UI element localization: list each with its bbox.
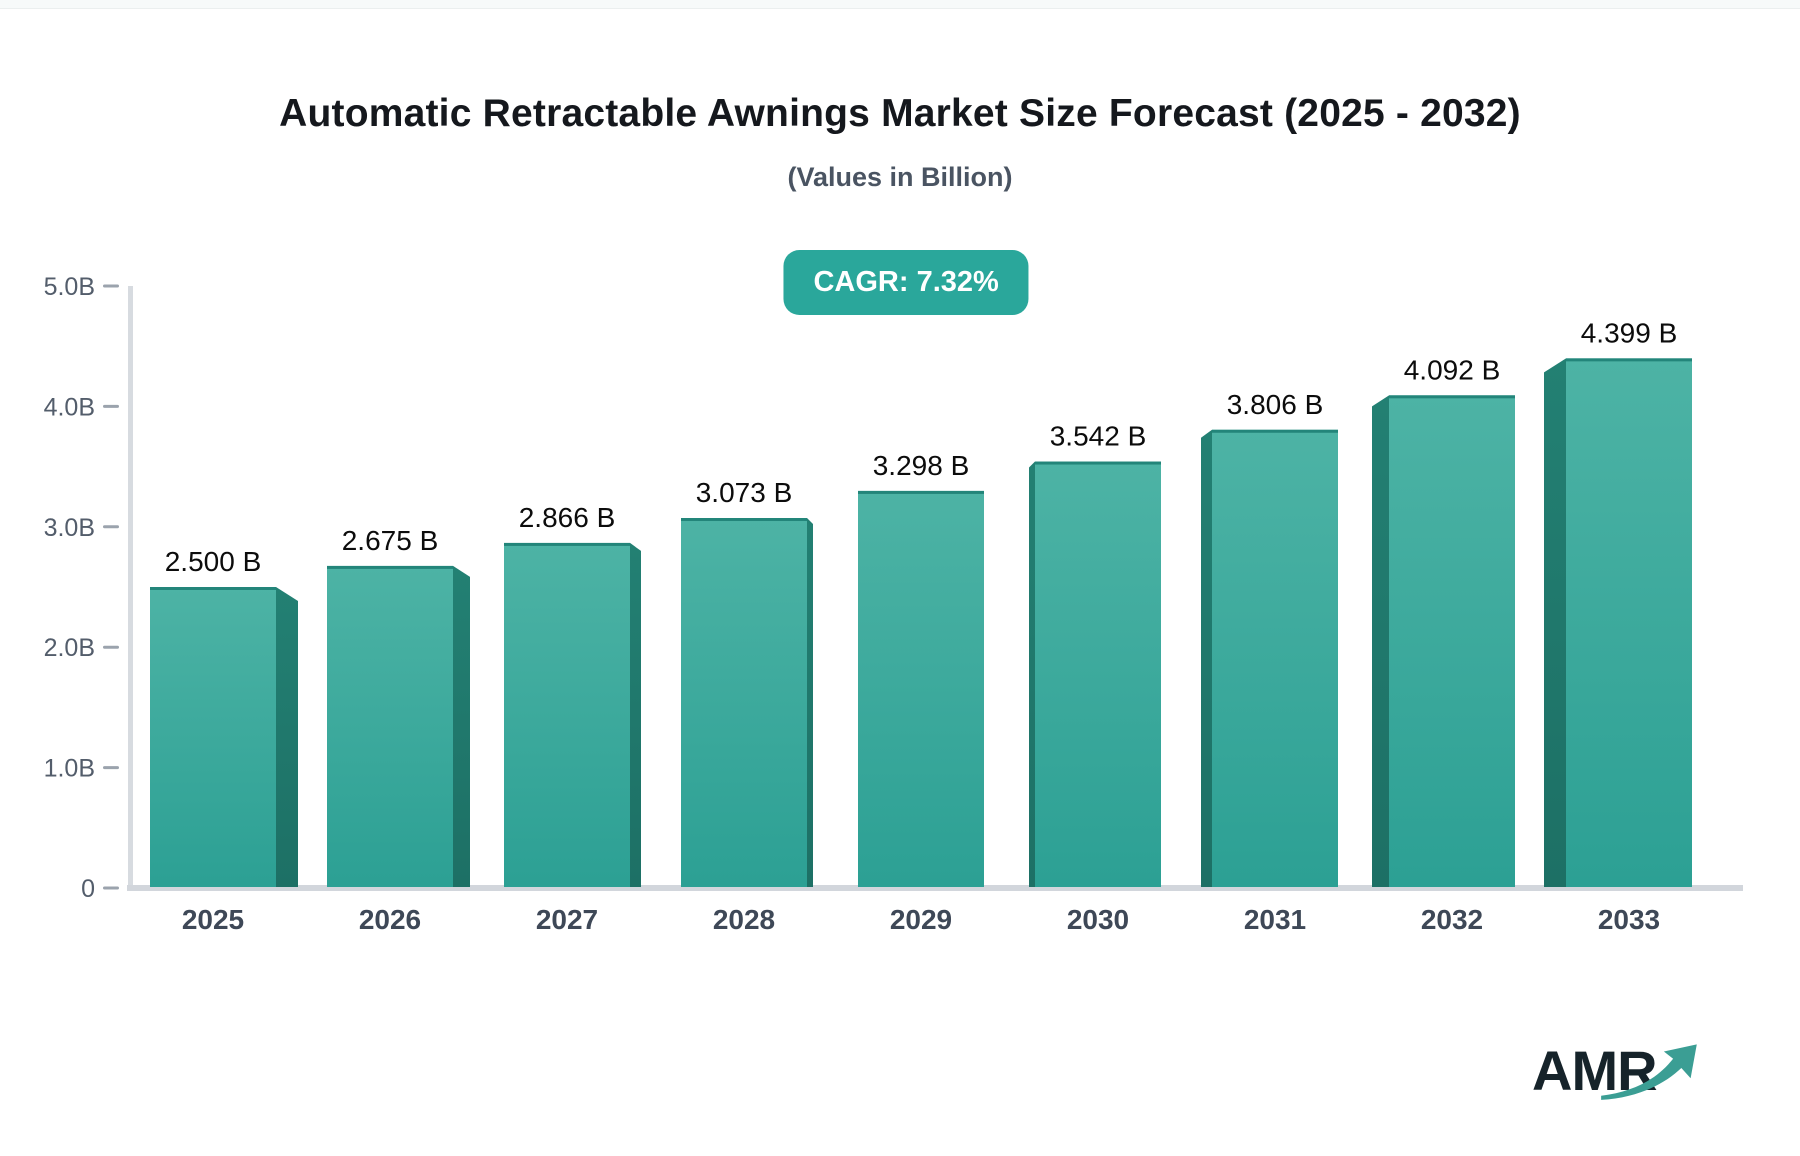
bar-value-label-2026: 2.675 B: [342, 525, 439, 556]
growth-arrow-icon: [1601, 1044, 1697, 1100]
bar-top-edge-2027: [504, 542, 630, 546]
bar-top-edge-2033: [1566, 358, 1692, 362]
bar-top-edge-2025: [150, 587, 276, 590]
x-axis-label-2026: 2026: [359, 904, 421, 935]
x-axis-baseline: [127, 885, 1743, 891]
bar-2031[interactable]: [1212, 429, 1338, 887]
bar-top-edge-2026: [327, 565, 453, 569]
bar-2026[interactable]: [327, 565, 453, 887]
bar-top-edge-2032: [1389, 395, 1515, 399]
x-axis-label-2032: 2032: [1421, 904, 1483, 935]
bar-top-edge-2030: [1035, 461, 1161, 465]
y-tick-mark: [103, 525, 119, 529]
bar-side-face-2031: [1201, 429, 1212, 887]
top-border-band: [0, 0, 1800, 9]
bar-value-label-2032: 4.092 B: [1404, 354, 1501, 385]
y-tick-mark: [103, 284, 119, 288]
bar-top-edge-2028: [681, 518, 807, 522]
bar-2028[interactable]: [681, 518, 807, 887]
x-axis-label-2025: 2025: [182, 904, 244, 935]
bar-side-face-2028: [807, 518, 813, 887]
bar-side-face-2025: [276, 587, 298, 887]
y-axis-line: [128, 286, 133, 891]
bar-2030[interactable]: [1035, 461, 1161, 887]
chart-title: Automatic Retractable Awnings Market Siz…: [279, 92, 1521, 135]
y-tick-mark: [103, 645, 119, 649]
cagr-badge: CAGR: 7.32%: [783, 250, 1029, 315]
bar-2032[interactable]: [1389, 395, 1515, 887]
y-tick-mark: [103, 886, 119, 890]
x-axis-label-2029: 2029: [890, 904, 952, 935]
bar-2025[interactable]: [150, 587, 276, 887]
y-tick-label: 1.0B: [44, 755, 95, 783]
y-tick-label: 4.0B: [44, 393, 95, 421]
chart-subtitle: (Values in Billion): [787, 162, 1013, 192]
bar-value-label-2033: 4.399 B: [1581, 317, 1678, 348]
bar-value-label-2027: 2.866 B: [519, 502, 616, 533]
y-tick-label: 3.0B: [44, 514, 95, 542]
bar-value-label-2028: 3.073 B: [696, 477, 793, 508]
bar-side-face-2027: [630, 542, 641, 887]
x-axis-label-2027: 2027: [536, 904, 598, 935]
x-axis-label-2030: 2030: [1067, 904, 1129, 935]
bar-value-label-2029: 3.298 B: [873, 450, 970, 481]
x-axis-label-2031: 2031: [1244, 904, 1306, 935]
y-tick-label: 0: [81, 875, 95, 903]
bar-2029[interactable]: [858, 490, 984, 887]
bar-value-label-2031: 3.806 B: [1227, 389, 1324, 420]
bar-top-edge-2029: [858, 490, 984, 494]
y-tick-mark: [103, 766, 119, 770]
bar-value-label-2030: 3.542 B: [1050, 421, 1147, 452]
bar-side-face-2026: [453, 565, 470, 887]
y-tick-label: 2.0B: [44, 634, 95, 662]
y-tick-mark: [103, 404, 119, 408]
x-axis-label-2028: 2028: [713, 904, 775, 935]
bar-side-face-2032: [1372, 395, 1389, 887]
bar-2033[interactable]: [1566, 358, 1692, 887]
bar-value-label-2025: 2.500 B: [165, 546, 262, 577]
y-tick-label: 5.0B: [44, 273, 95, 301]
bar-top-edge-2031: [1212, 429, 1338, 433]
bar-side-face-2030: [1029, 461, 1035, 887]
x-axis-label-2033: 2033: [1598, 904, 1660, 935]
bar-side-face-2033: [1544, 358, 1566, 887]
bar-2027[interactable]: [504, 542, 630, 887]
